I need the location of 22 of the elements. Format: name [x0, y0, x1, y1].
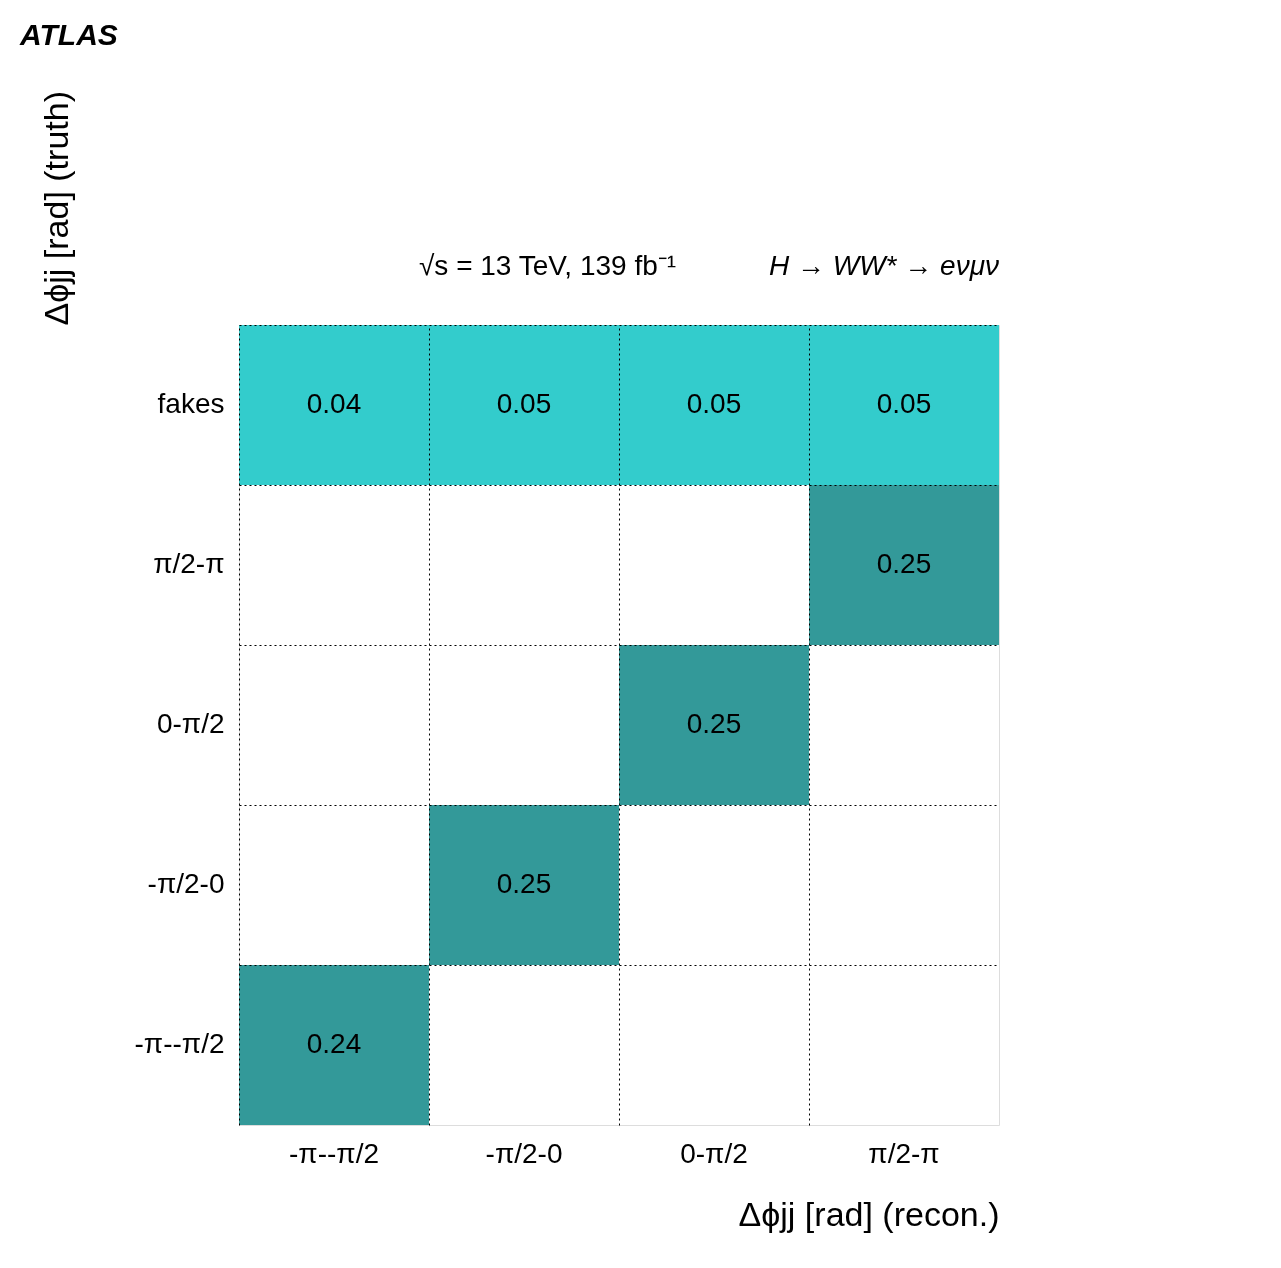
chart-title: ATLAS	[19, 17, 118, 51]
y-tick-label: 0-π/2	[156, 708, 225, 739]
x-tick-label: π/2-π	[868, 1137, 940, 1169]
data-label: 0.05	[496, 388, 552, 419]
data-label: 0.24	[306, 1028, 362, 1059]
data-label: 0.25	[876, 548, 932, 579]
data-label: 0.25	[496, 868, 552, 899]
y-axis-title: Δϕjj [rad] (truth)	[36, 91, 75, 326]
y-tick-label: fakes	[157, 388, 225, 419]
text: √s = 13 TeV, 139 fb⁻¹	[419, 250, 677, 281]
x-tick-label: -π--π/2	[289, 1137, 379, 1169]
y-tick-label: π/2-π	[153, 548, 225, 579]
x-axis-title: Δϕjj [rad] (recon.)	[738, 1194, 1000, 1233]
data-label: 0.05	[876, 388, 932, 419]
y-tick-label: -π/2-0	[147, 868, 225, 899]
data-label: 0.04	[306, 388, 362, 419]
data-label: 0.05	[686, 388, 742, 419]
x-tick-label: 0-π/2	[680, 1137, 748, 1169]
x-tick-label: -π/2-0	[485, 1137, 563, 1169]
y-tick-label: -π--π/2	[134, 1028, 225, 1059]
text: H → WW* → eνμν	[768, 250, 999, 281]
data-label: 0.25	[686, 708, 742, 739]
